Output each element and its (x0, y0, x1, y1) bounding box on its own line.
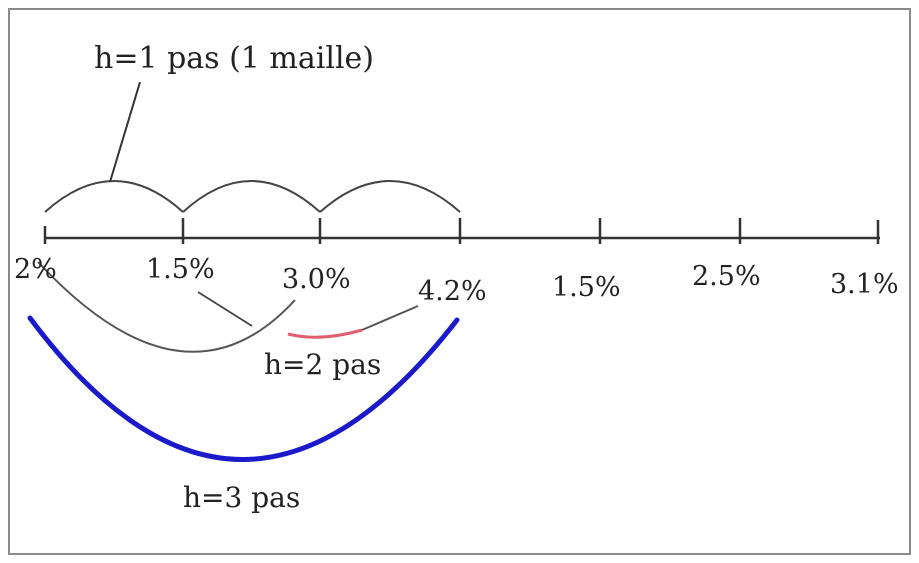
tick-label: 2% (14, 254, 57, 285)
h2-label: h=2 pas (264, 348, 381, 381)
tick-label: 2.5% (692, 261, 761, 292)
tick-label: 1.5% (552, 272, 621, 303)
h1-arcs (44, 180, 461, 213)
h3-label: h=3 pas (183, 481, 300, 514)
h1-leader-line (109, 81, 141, 183)
h1-arc (182, 180, 321, 213)
tick-label: 3.1% (830, 269, 899, 300)
tick-labels: 2% 1.5% 3.0% 4.2% 1.5% 2.5% 3.1% (14, 254, 899, 307)
h1-label: h=1 pas (1 maille) (94, 41, 374, 76)
h1-arc (319, 180, 461, 213)
tick-label: 3.0% (282, 264, 351, 295)
tick-marks (43, 218, 880, 244)
h2-arc-tail (361, 305, 419, 331)
h2-arc-highlight (287, 328, 363, 339)
h2-arc (37, 261, 296, 353)
h2-leader-line (197, 291, 253, 327)
h3-arc (27, 315, 460, 462)
diagram-frame (8, 8, 911, 555)
tick-label: 4.2% (418, 276, 487, 307)
tick-label: 1.5% (146, 254, 215, 285)
h1-arc (44, 180, 184, 213)
